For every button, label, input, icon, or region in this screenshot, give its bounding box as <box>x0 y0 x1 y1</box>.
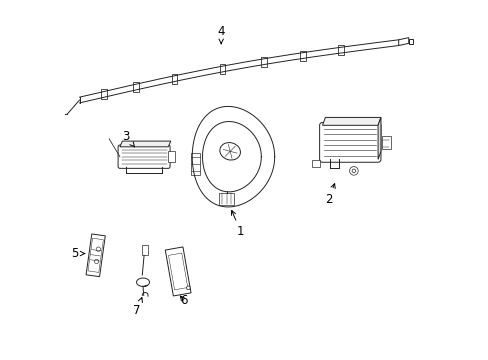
Bar <box>168 151 174 162</box>
Polygon shape <box>88 238 103 273</box>
FancyBboxPatch shape <box>118 145 170 168</box>
Text: 7: 7 <box>133 298 142 318</box>
Polygon shape <box>86 234 105 277</box>
Circle shape <box>96 247 100 251</box>
Circle shape <box>351 169 355 173</box>
Polygon shape <box>322 117 380 125</box>
Text: 1: 1 <box>231 211 244 238</box>
Polygon shape <box>398 38 408 45</box>
Ellipse shape <box>220 143 240 160</box>
Polygon shape <box>165 247 191 296</box>
Text: 2: 2 <box>325 184 334 206</box>
Text: 4: 4 <box>217 25 224 44</box>
Bar <box>133 82 139 92</box>
Bar <box>142 245 147 255</box>
Polygon shape <box>408 39 412 44</box>
FancyBboxPatch shape <box>319 122 380 162</box>
Bar <box>101 89 107 99</box>
Circle shape <box>349 167 357 175</box>
Bar <box>190 153 199 175</box>
Polygon shape <box>168 253 187 290</box>
Polygon shape <box>120 141 170 147</box>
Text: 6: 6 <box>180 294 187 307</box>
Bar <box>219 193 233 205</box>
Text: 3: 3 <box>122 130 134 147</box>
Bar <box>381 136 390 149</box>
Bar <box>338 45 343 55</box>
Bar <box>261 57 266 67</box>
Polygon shape <box>377 117 380 159</box>
Bar <box>171 73 177 84</box>
Bar <box>299 50 305 60</box>
Bar <box>219 64 225 74</box>
Circle shape <box>94 259 99 264</box>
Circle shape <box>186 286 190 290</box>
Text: 5: 5 <box>71 247 84 260</box>
Bar <box>311 160 319 167</box>
Bar <box>49 112 61 120</box>
